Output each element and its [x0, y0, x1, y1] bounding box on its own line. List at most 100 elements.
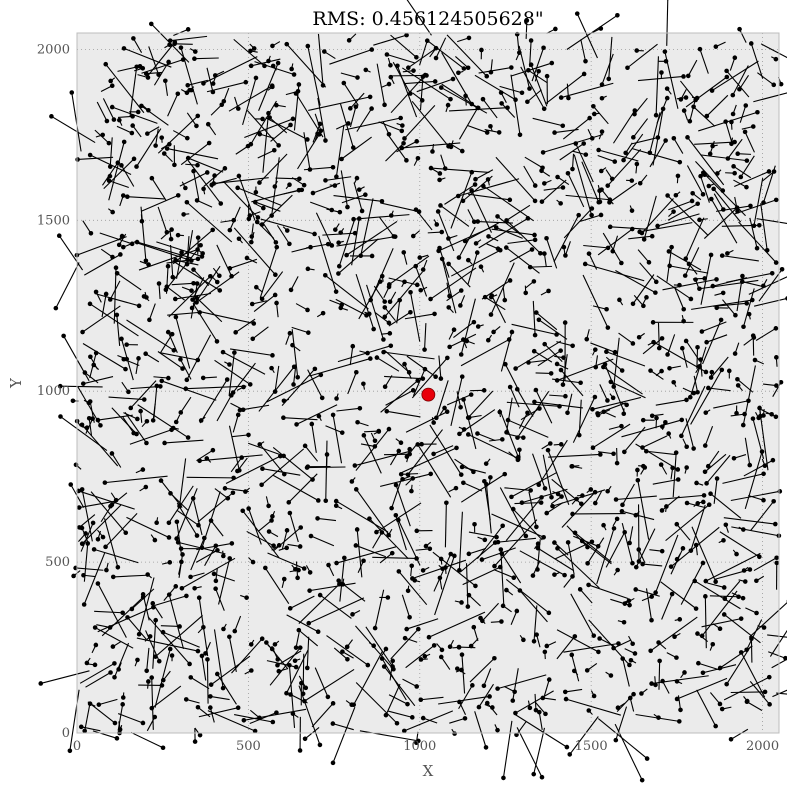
residual-vector [612, 235, 619, 252]
star-point [345, 656, 350, 662]
star-point [374, 529, 379, 535]
residual-vector [259, 247, 278, 299]
star-point [713, 44, 719, 49]
star-point [748, 41, 754, 46]
star-point [651, 339, 656, 345]
star-point [118, 252, 123, 257]
residual-vector [197, 492, 234, 523]
residual-vector [691, 299, 753, 310]
star-point [773, 56, 779, 62]
star-point [636, 334, 642, 340]
residual-vector [437, 211, 455, 252]
star-point [595, 544, 601, 549]
star-point [531, 771, 537, 777]
star-point [458, 472, 464, 477]
star-point [354, 369, 359, 375]
star-point [653, 112, 659, 118]
residual-vector [286, 43, 327, 88]
residual-vector [192, 498, 203, 536]
star-point [598, 26, 604, 31]
residual-vector [167, 311, 200, 316]
star-point [104, 567, 109, 573]
star-point [560, 185, 566, 190]
star-point [95, 536, 101, 542]
star-point [555, 174, 560, 180]
star-point [109, 451, 115, 456]
star-point [354, 527, 360, 532]
star-point [743, 103, 749, 108]
star-point [761, 471, 766, 477]
star-point [702, 469, 708, 475]
residual-vector [355, 489, 392, 538]
star-point [286, 500, 292, 505]
residual-vector [629, 697, 635, 712]
residual-vector [167, 147, 219, 160]
star-point [147, 634, 153, 639]
star-point [701, 493, 707, 498]
star-point [672, 634, 677, 639]
star-point [446, 143, 451, 149]
star-point [144, 668, 149, 674]
star-point [621, 619, 627, 625]
star-point [393, 482, 399, 488]
star-point [262, 63, 267, 69]
star-point [678, 707, 683, 713]
residual-vector [105, 63, 145, 114]
star-point [287, 606, 293, 611]
residual-vector [661, 593, 673, 620]
star-point [475, 219, 481, 224]
residual-vector [192, 303, 218, 342]
residual-vector [563, 576, 573, 588]
residual-vector [733, 165, 752, 179]
residual-vector [739, 105, 747, 123]
star-point [184, 593, 189, 599]
star-point [598, 452, 603, 457]
star-point [136, 303, 142, 309]
star-point [180, 366, 185, 371]
star-point [536, 68, 541, 74]
residual-vector [179, 359, 192, 380]
residual-vector [180, 396, 192, 413]
star-point [454, 445, 459, 451]
star-point [458, 404, 463, 410]
star-point [369, 106, 374, 111]
star-point [599, 187, 604, 192]
star-point [524, 18, 530, 23]
residual-vector [118, 713, 144, 724]
star-point [451, 327, 457, 333]
residual-vector [396, 140, 417, 153]
star-point [87, 301, 93, 307]
residual-vector [690, 504, 706, 551]
residual-vector [673, 286, 685, 310]
star-point [281, 471, 287, 477]
star-point [554, 361, 560, 367]
star-point [408, 91, 413, 96]
residual-vector [388, 694, 408, 705]
star-point [688, 548, 694, 553]
star-point [503, 245, 509, 250]
residual-vector [760, 43, 787, 59]
star-point [588, 487, 594, 492]
star-point [189, 258, 194, 263]
star-point [251, 321, 257, 326]
star-point [439, 647, 445, 653]
star-point [766, 169, 772, 174]
star-point [326, 562, 331, 568]
star-point [507, 197, 513, 203]
star-point [534, 310, 539, 315]
star-point [732, 170, 737, 176]
star-point [495, 246, 501, 251]
star-point [88, 354, 93, 360]
residual-vector [541, 179, 567, 203]
star-point [495, 539, 501, 545]
star-point [770, 457, 776, 463]
star-point [135, 416, 140, 422]
residual-vector [429, 424, 462, 475]
residual-vector [433, 445, 454, 455]
residual-vector [510, 62, 552, 77]
star-point [663, 138, 668, 143]
residual-vector [154, 595, 187, 606]
residual-vector [250, 100, 277, 145]
star-point [472, 521, 477, 527]
star-point [102, 480, 108, 485]
